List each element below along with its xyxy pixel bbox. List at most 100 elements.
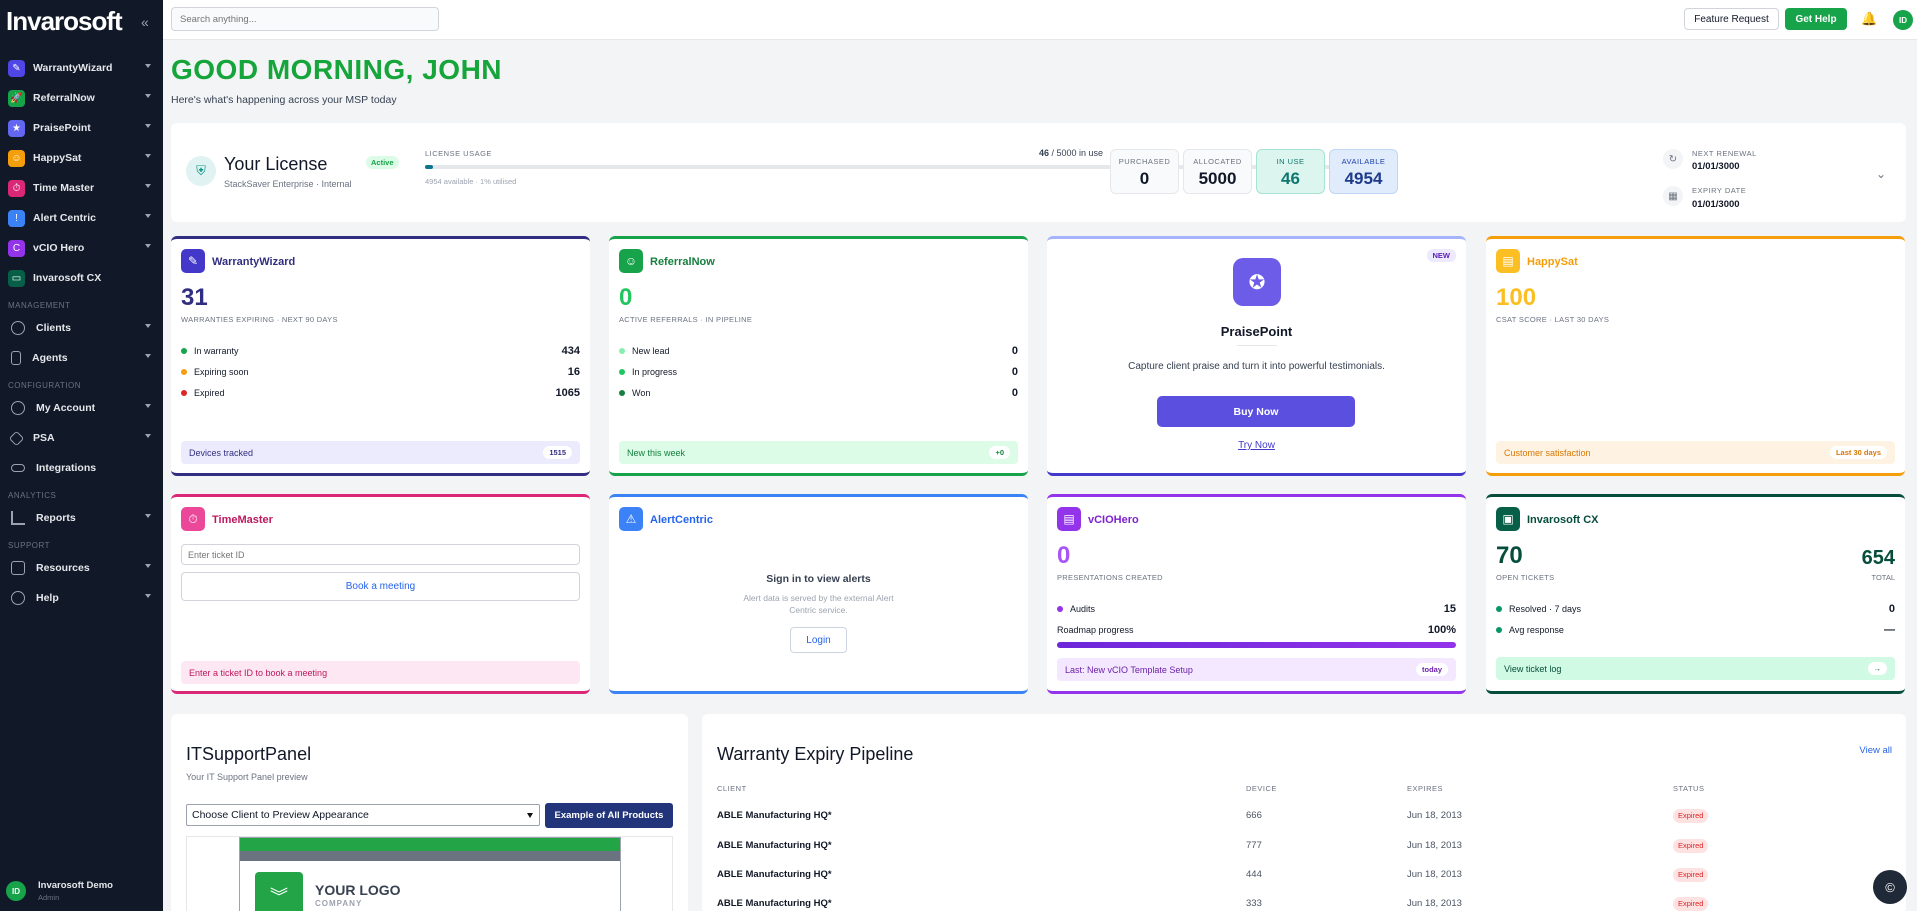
sidebar-item-label: Time Master <box>33 182 95 194</box>
row-label: Won <box>632 388 651 398</box>
panel-title: ITSupportPanel <box>186 744 312 764</box>
card-caption: PRESENTATIONS CREATED <box>1057 573 1163 582</box>
stat-label: PURCHASED <box>1118 157 1171 166</box>
customer-satisfaction-bar[interactable]: Customer satisfaction Last 30 days <box>1496 441 1895 464</box>
license-usage-fill <box>425 165 434 169</box>
client-preview-select[interactable]: Choose Client to Preview Appearance <box>186 804 540 826</box>
last-activity-bar[interactable]: Last: New vCIO Template Setup today <box>1057 658 1456 681</box>
sidebar-item-time-master[interactable]: ⏱ Time Master <box>0 173 163 203</box>
bell-icon[interactable]: 🔔 <box>1861 11 1878 26</box>
vcio-hero-icon: C <box>8 239 25 257</box>
user-profile[interactable]: ID Invarosoft Demo Admin <box>6 880 113 902</box>
referralnow-card: ☺ ReferralNow 0 ACTIVE REFERRALS · IN PI… <box>609 236 1028 476</box>
sidebar-item-label: Help <box>36 592 59 604</box>
view-ticket-log-button[interactable]: View ticket log → <box>1496 657 1895 680</box>
sidebar-item-help[interactable]: Help <box>0 583 163 613</box>
warranties-expiring-count: 31 <box>181 284 208 311</box>
vcio-hero-icon: ▤ <box>1057 507 1081 531</box>
row-label: Audits <box>1070 604 1096 614</box>
calendar-icon: ▦ <box>1663 186 1683 206</box>
status-dot <box>619 390 625 396</box>
client-cell: ABLE Manufacturing HQ* <box>717 810 832 821</box>
stat-in-use: IN USE 46 <box>1256 149 1325 194</box>
row-label: Roadmap progress <box>1057 625 1134 635</box>
sidebar-item-alert-centric[interactable]: ! Alert Centric <box>0 203 163 233</box>
buy-now-button[interactable]: Buy Now <box>1157 396 1355 427</box>
device-cell: 333 <box>1246 898 1262 909</box>
login-button[interactable]: Login <box>790 627 847 653</box>
devices-tracked-bar[interactable]: Devices tracked 1515 <box>181 441 580 464</box>
section-support: SUPPORT <box>8 541 51 550</box>
book-meeting-button[interactable]: Book a meeting <box>181 572 580 601</box>
status-dot <box>1496 606 1502 612</box>
status-badge: Active <box>366 156 399 169</box>
invarosoft-cx-icon: ▭ <box>8 269 25 287</box>
table-row[interactable]: ABLE Manufacturing HQ* 333 Jun 18, 2013 Exp… <box>717 895 1892 911</box>
table-row[interactable]: ABLE Manufacturing HQ* 777 Jun 18, 2013 Exp… <box>717 837 1892 857</box>
sidebar-item-clients[interactable]: Clients <box>0 313 163 343</box>
chevron-down-icon <box>145 64 151 68</box>
sidebar-item-warrantywizard[interactable]: ✎ WarrantyWizard <box>0 53 163 83</box>
row-label: Expired <box>194 388 225 398</box>
expires-cell: Jun 18, 2013 <box>1407 810 1462 821</box>
footer-badge: Last 30 days <box>1829 446 1887 459</box>
divider <box>1237 345 1277 346</box>
card-title: HappySat <box>1527 256 1578 268</box>
search-input[interactable] <box>171 7 439 31</box>
expiry-date: 01/01/3000 <box>1692 199 1740 210</box>
get-help-button[interactable]: Get Help <box>1785 8 1847 30</box>
open-tickets-count: 70 <box>1496 542 1523 569</box>
ticket-id-input[interactable] <box>181 544 580 565</box>
bar-chart-icon <box>11 511 25 525</box>
praisepoint-icon: ★ <box>8 119 25 137</box>
section-analytics: ANALYTICS <box>8 491 57 500</box>
card-title: ReferralNow <box>650 256 715 268</box>
feature-request-button[interactable]: Feature Request <box>1684 8 1779 30</box>
sidebar-item-invarosoft-cx[interactable]: ▭ Invarosoft CX <box>0 263 163 293</box>
chevrons-down-icon: ︾ <box>255 872 303 911</box>
edit-icon: ✎ <box>181 249 205 273</box>
sidebar-item-resources[interactable]: Resources <box>0 553 163 583</box>
license-title: Your License <box>224 154 328 174</box>
device-cell: 777 <box>1246 840 1262 851</box>
stat-available: AVAILABLE 4954 <box>1329 149 1398 194</box>
sidebar-item-psa[interactable]: PSA <box>0 423 163 453</box>
roadmap-progress-fill <box>1057 642 1456 648</box>
stat-value: 46 <box>1281 169 1300 188</box>
new-this-week-bar[interactable]: New this week +0 <box>619 441 1018 464</box>
sidebar-item-label: Resources <box>36 562 90 574</box>
view-all-link[interactable]: View all <box>1859 745 1892 756</box>
table-row[interactable]: ABLE Manufacturing HQ* 666 Jun 18, 2013 Exp… <box>717 807 1892 827</box>
next-renewal-date: 01/01/3000 <box>1692 161 1740 172</box>
status-dot <box>181 348 187 354</box>
sidebar-item-praisepoint[interactable]: ★ PraisePoint <box>0 113 163 143</box>
layers-icon <box>8 430 25 446</box>
column-header-device: DEVICE <box>1246 784 1277 793</box>
sidebar-item-reports[interactable]: Reports <box>0 503 163 533</box>
device-cell: 444 <box>1246 869 1262 880</box>
csat-score: 100 <box>1496 284 1537 311</box>
avatar[interactable]: ID <box>1893 10 1913 30</box>
card-title: AlertCentric <box>650 514 713 526</box>
chevron-down-icon <box>145 564 151 568</box>
sidebar-item-agents[interactable]: Agents <box>0 343 163 373</box>
table-row[interactable]: ABLE Manufacturing HQ* 444 Jun 18, 2013 Exp… <box>717 866 1892 886</box>
itsupport-panel: ITSupportPanel Your IT Support Panel pre… <box>171 714 688 911</box>
sidebar-item-referralnow[interactable]: 🚀 ReferralNow <box>0 83 163 113</box>
footer-badge: +0 <box>989 446 1010 459</box>
card-title: WarrantyWizard <box>212 256 296 268</box>
sidebar-item-integrations[interactable]: Integrations <box>0 453 163 483</box>
sidebar-item-my-account[interactable]: My Account <box>0 393 163 423</box>
example-all-products-button[interactable]: Example of All Products <box>545 803 673 828</box>
support-chat-button[interactable]: © <box>1873 870 1907 904</box>
license-usage-total: / 5000 in use <box>1048 148 1103 158</box>
user-icon <box>11 321 25 335</box>
try-now-link[interactable]: Try Now <box>1238 440 1275 451</box>
chevron-down-icon[interactable]: ⌄ <box>1876 167 1887 181</box>
row-value: 16 <box>567 366 580 378</box>
row-value: 0 <box>1888 603 1895 615</box>
sidebar-item-happysat[interactable]: ☺ HappySat <box>0 143 163 173</box>
list-item: Resolved · 7 days 0 <box>1496 601 1895 617</box>
collapse-sidebar-button[interactable]: « <box>141 14 149 30</box>
